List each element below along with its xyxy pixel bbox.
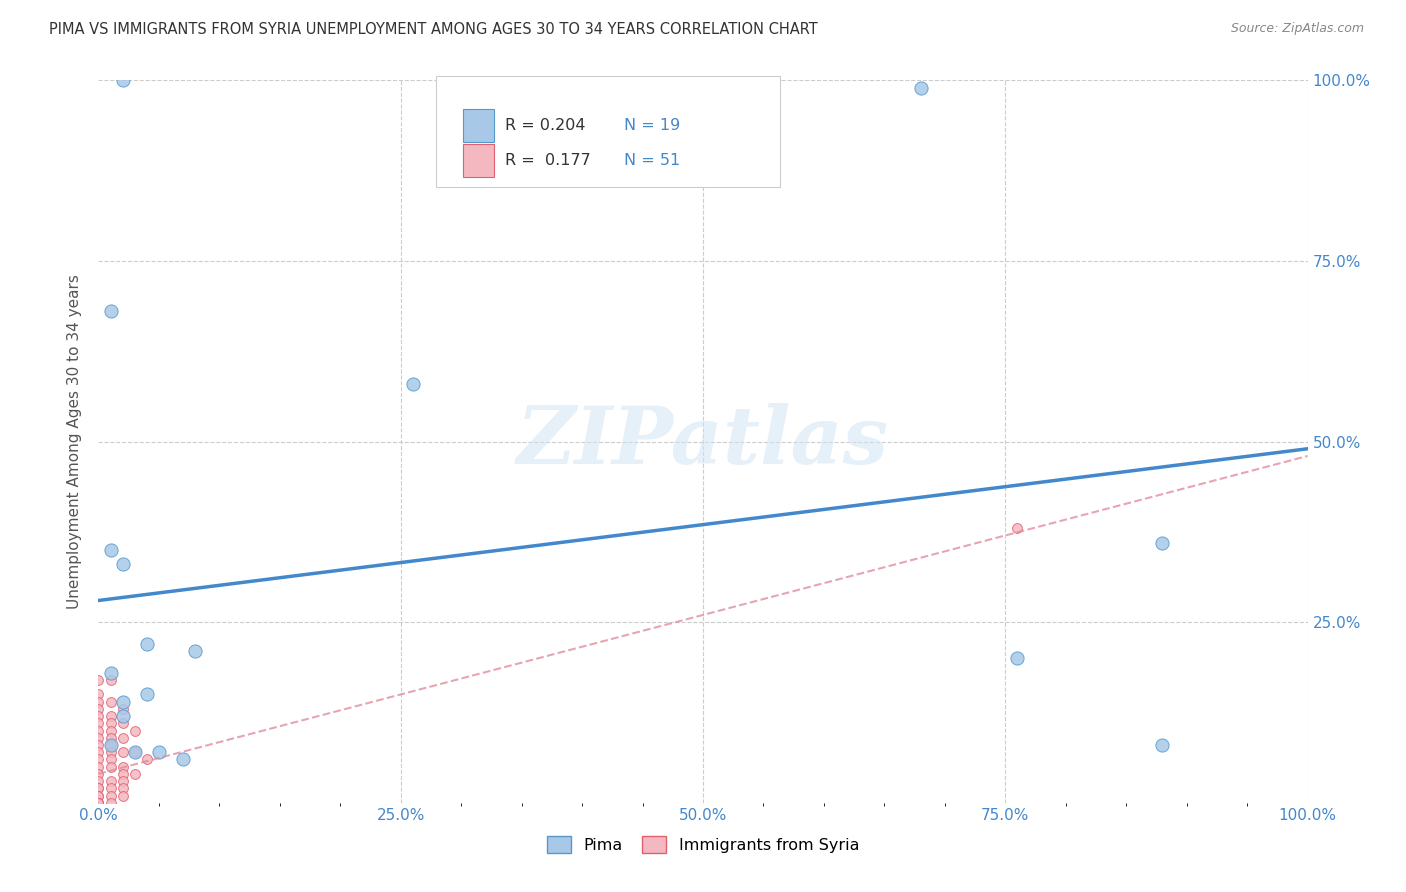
Point	[100, 796, 122, 810]
Text: R = 0.204: R = 0.204	[505, 118, 585, 133]
Point	[100, 723, 122, 738]
Point	[87, 731, 110, 745]
Point	[100, 752, 122, 766]
Point	[87, 781, 110, 796]
Point	[124, 723, 146, 738]
Point	[402, 376, 425, 391]
Point	[100, 738, 122, 752]
Point	[1007, 651, 1029, 665]
Point	[87, 796, 110, 810]
Y-axis label: Unemployment Among Ages 30 to 34 years: Unemployment Among Ages 30 to 34 years	[67, 274, 83, 609]
Point	[87, 796, 110, 810]
Point	[111, 745, 134, 759]
Point	[87, 760, 110, 774]
Point	[124, 745, 146, 759]
Point	[87, 752, 110, 766]
Point	[111, 774, 134, 789]
Point	[100, 760, 122, 774]
Text: Source: ZipAtlas.com: Source: ZipAtlas.com	[1230, 22, 1364, 36]
Point	[100, 673, 122, 687]
Point	[111, 767, 134, 781]
Point	[87, 687, 110, 701]
Point	[910, 80, 932, 95]
Point	[100, 665, 122, 680]
Point	[111, 781, 134, 796]
Point	[100, 789, 122, 803]
Point	[87, 767, 110, 781]
Point	[1007, 521, 1029, 535]
Text: R =  0.177: R = 0.177	[505, 153, 591, 168]
Point	[111, 558, 134, 572]
Point	[135, 637, 157, 651]
Point	[87, 796, 110, 810]
Point	[148, 745, 170, 759]
Point	[87, 789, 110, 803]
Point	[100, 738, 122, 752]
Point	[1152, 535, 1174, 549]
Point	[100, 731, 122, 745]
Point	[1152, 738, 1174, 752]
Point	[87, 796, 110, 810]
Text: N = 51: N = 51	[624, 153, 681, 168]
Point	[100, 774, 122, 789]
Point	[100, 745, 122, 759]
Point	[100, 781, 122, 796]
Point	[100, 304, 122, 318]
Point	[135, 687, 157, 701]
Point	[124, 745, 146, 759]
Point	[124, 767, 146, 781]
Point	[100, 716, 122, 731]
Point	[100, 695, 122, 709]
Point	[87, 716, 110, 731]
Point	[87, 673, 110, 687]
Legend: Pima, Immigrants from Syria: Pima, Immigrants from Syria	[540, 830, 866, 860]
Point	[100, 709, 122, 723]
Text: PIMA VS IMMIGRANTS FROM SYRIA UNEMPLOYMENT AMONG AGES 30 TO 34 YEARS CORRELATION: PIMA VS IMMIGRANTS FROM SYRIA UNEMPLOYME…	[49, 22, 818, 37]
Point	[111, 702, 134, 716]
Point	[87, 738, 110, 752]
Point	[111, 731, 134, 745]
Point	[184, 644, 207, 658]
Point	[111, 789, 134, 803]
Point	[87, 702, 110, 716]
Point	[87, 789, 110, 803]
Text: ZIPatlas: ZIPatlas	[517, 403, 889, 480]
Point	[87, 781, 110, 796]
Point	[87, 695, 110, 709]
Point	[111, 73, 134, 87]
Point	[111, 760, 134, 774]
Point	[135, 752, 157, 766]
Point	[87, 796, 110, 810]
Point	[111, 709, 134, 723]
Point	[100, 542, 122, 557]
Point	[87, 723, 110, 738]
Point	[87, 709, 110, 723]
Point	[172, 752, 194, 766]
Text: N = 19: N = 19	[624, 118, 681, 133]
Point	[111, 716, 134, 731]
Point	[87, 774, 110, 789]
Point	[111, 695, 134, 709]
Point	[87, 745, 110, 759]
